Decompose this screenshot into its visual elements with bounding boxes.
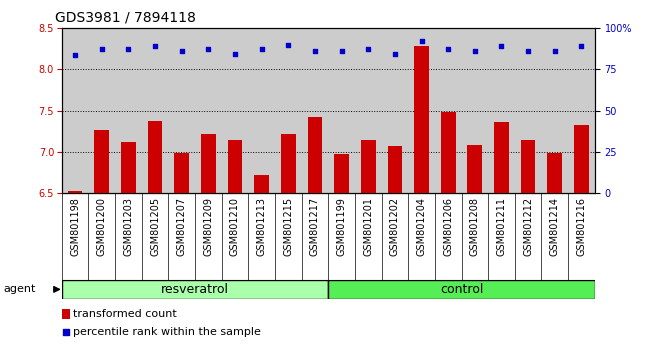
Text: GSM801212: GSM801212 [523,197,533,256]
Bar [62,280,328,299]
Text: GSM801204: GSM801204 [417,197,426,256]
Point [60,329,71,335]
Point [417,39,427,44]
Text: GSM801209: GSM801209 [203,197,213,256]
Text: control: control [440,283,483,296]
Bar [174,153,189,193]
Bar [441,112,456,193]
Point [523,48,533,54]
Point [177,48,187,54]
Text: GSM801217: GSM801217 [310,197,320,256]
Point [70,52,81,57]
Text: transformed count: transformed count [73,309,177,319]
Text: percentile rank within the sample: percentile rank within the sample [73,327,261,337]
Text: agent: agent [3,284,36,295]
Text: GSM801210: GSM801210 [230,197,240,256]
Text: GSM801206: GSM801206 [443,197,453,256]
Text: GSM801203: GSM801203 [124,197,133,256]
Point [230,51,240,57]
Bar [387,146,402,193]
Point [443,46,454,52]
Text: GDS3981 / 7894118: GDS3981 / 7894118 [55,11,196,25]
Bar [68,191,83,193]
Text: GSM801207: GSM801207 [177,197,187,256]
Point [124,46,134,52]
Text: GSM801198: GSM801198 [70,197,80,256]
Bar [227,140,242,193]
Bar [201,134,216,193]
Text: GSM801201: GSM801201 [363,197,373,256]
Point [203,46,213,52]
Bar [574,125,589,193]
Bar [148,120,162,193]
Bar [281,134,296,193]
Bar [334,154,349,193]
Point [310,48,320,54]
Point [497,44,507,49]
Bar [467,145,482,193]
Bar [361,140,376,193]
Point [363,46,373,52]
Text: GSM801213: GSM801213 [257,197,266,256]
Text: GSM801211: GSM801211 [497,197,506,256]
Point [577,44,587,49]
Point [337,48,347,54]
Text: GSM801200: GSM801200 [97,197,107,256]
Point [150,44,161,49]
Text: GSM801199: GSM801199 [337,197,346,256]
Bar [547,153,562,193]
Point [256,46,267,52]
Text: GSM801214: GSM801214 [550,197,560,256]
Point [469,48,480,54]
Bar [254,175,269,193]
Text: GSM801215: GSM801215 [283,197,293,256]
Text: resveratrol: resveratrol [161,283,229,296]
Text: GSM801208: GSM801208 [470,197,480,256]
Text: GSM801202: GSM801202 [390,197,400,256]
Bar [121,142,136,193]
Bar [414,46,429,193]
Text: GSM801205: GSM801205 [150,197,160,256]
Bar [521,140,536,193]
Point [550,48,560,54]
Bar [94,130,109,193]
Bar [494,122,509,193]
Point [96,46,107,52]
Point [390,51,400,57]
Point [283,42,294,47]
Text: GSM801216: GSM801216 [577,197,586,256]
Bar [328,280,595,299]
Bar [62,309,70,319]
Bar [307,117,322,193]
